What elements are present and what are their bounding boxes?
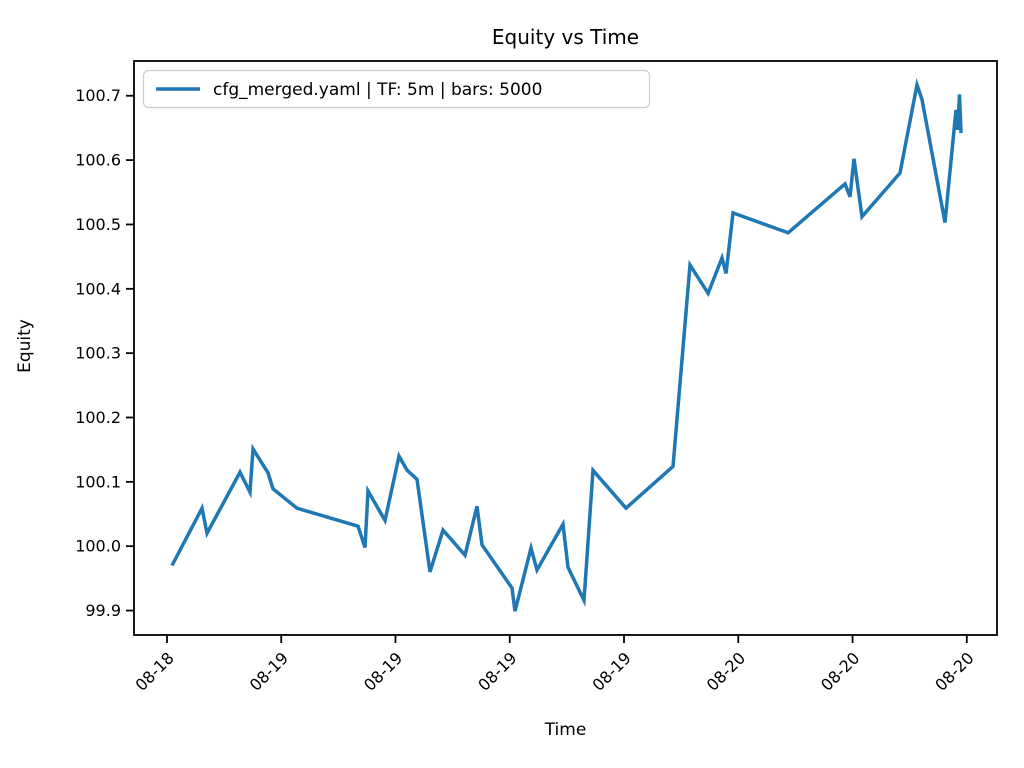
y-axis-label: Equity (15, 319, 35, 373)
x-tick-label: 08-19 (360, 648, 406, 694)
y-tick-label: 100.2 (75, 408, 121, 427)
x-tick-label: 08-19 (474, 648, 520, 694)
legend: cfg_merged.yaml | TF: 5m | bars: 5000 (142, 69, 651, 109)
y-tick-label: 100.4 (75, 279, 121, 298)
legend-label: cfg_merged.yaml | TF: 5m | bars: 5000 (213, 80, 542, 100)
chart-title: Equity vs Time (492, 25, 639, 49)
y-tick-label: 100.3 (75, 344, 121, 363)
x-tick-label: 08-20 (931, 648, 977, 694)
x-tick-label: 08-19 (246, 648, 292, 694)
y-tick-label: 100.6 (75, 151, 121, 170)
x-tick-label: 08-20 (817, 648, 863, 694)
x-axis-ticks: 08-18 08-19 08-19 08-19 08-19 08-20 08-20 08-20 (131, 635, 978, 695)
y-tick-label: 99.9 (85, 601, 121, 620)
y-tick-label: 100.1 (75, 472, 121, 491)
x-tick-label: 08-18 (131, 648, 177, 694)
y-tick-label: 100.7 (75, 86, 121, 105)
x-tick-label: 08-20 (703, 648, 749, 694)
x-axis-label: Time (544, 720, 587, 740)
y-tick-label: 100.0 (75, 537, 121, 556)
x-tick-label: 08-19 (589, 648, 635, 694)
series-line (170, 77, 963, 612)
y-axis-ticks: 99.9 100.0 100.1 100.2 100.3 100.4 100.5 100.6 1… (75, 86, 134, 620)
legend-box (142, 69, 651, 109)
plot-border (133, 60, 998, 636)
y-tick-label: 100.5 (75, 215, 121, 234)
